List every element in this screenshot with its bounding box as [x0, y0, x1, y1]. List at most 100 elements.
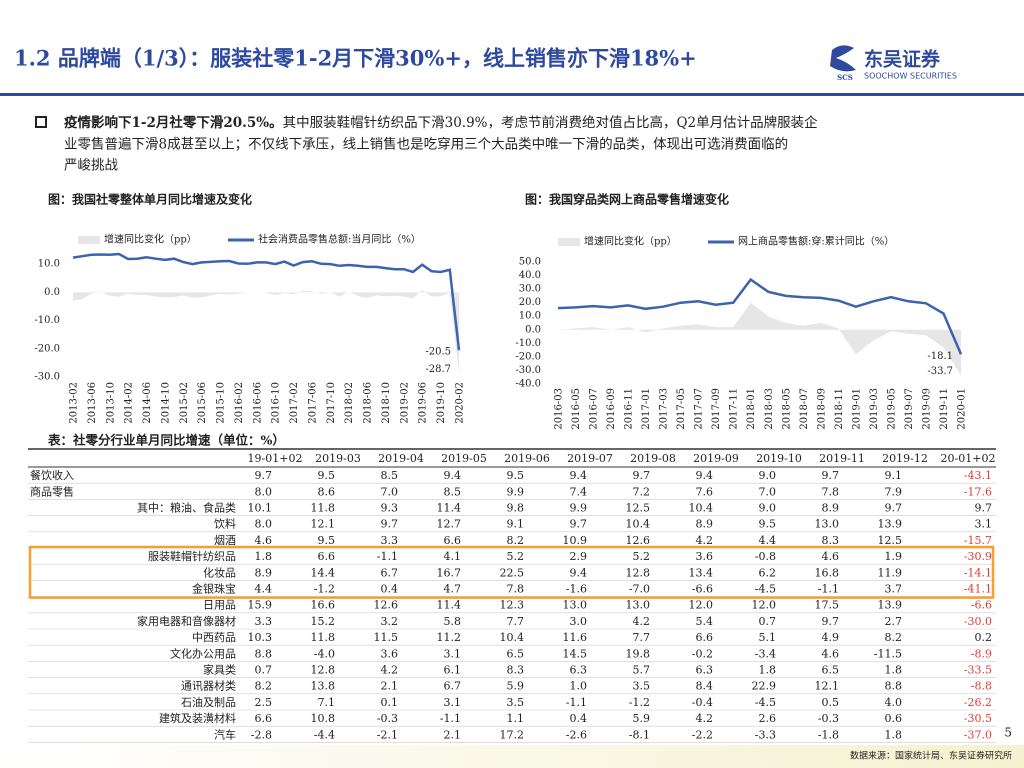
table-cell: 3.1	[975, 518, 993, 531]
table-cell: 2.7	[885, 615, 903, 628]
legend-label: 网上商品零售额:穿:累计同比（%）	[738, 235, 894, 248]
table-cell: 0.4	[381, 583, 399, 596]
table-cell: 8.2	[255, 680, 273, 693]
table-cell: 7.6	[696, 485, 714, 498]
table-cell: 9.0	[759, 469, 777, 482]
table-cell: 2.1	[381, 680, 399, 693]
x-tick-label: 2018-06	[363, 382, 374, 424]
table-cell: 4.4	[255, 583, 273, 596]
y-tick-label: 0.0	[44, 287, 60, 298]
logo-name: 东吴证券	[864, 48, 941, 71]
table-cell: 11.8	[311, 502, 336, 515]
table-cell: -4.4	[314, 728, 335, 741]
table-cell: 0.6	[885, 712, 903, 725]
table-cell: 11.5	[374, 631, 399, 644]
legend-label: 增速同比变化（pp）	[584, 235, 677, 248]
row-label: 服装鞋帽针纺织品	[148, 549, 236, 563]
x-tick-label: 2017-03	[659, 388, 670, 430]
table-cell: 8.8	[885, 680, 903, 693]
slide-title: 1.2 品牌端（1/3）：服装社零1-2月下滑30%+，线上销售亦下滑18%+	[14, 46, 697, 71]
column-header: 2019-12	[882, 452, 928, 465]
table-cell: 4.7	[444, 583, 462, 596]
table-cell: 8.9	[822, 502, 840, 515]
x-tick-label: 2016-02	[234, 382, 245, 424]
y-tick-label: 50.0	[519, 257, 541, 268]
table-cell: 8.5	[381, 469, 399, 482]
x-tick-label: 2019-07	[904, 388, 915, 430]
table-cell: -3.4	[755, 647, 776, 660]
table-cell: 10.4	[689, 502, 714, 515]
row-label: 其中：粮油、食品类	[137, 501, 236, 515]
table-cell: -4.5	[755, 583, 776, 596]
table-cell: 3.2	[381, 615, 399, 628]
table-cell: 6.3	[696, 664, 714, 677]
table-cell: 1.8	[885, 728, 903, 741]
table-cell: 5.9	[633, 712, 651, 725]
table-cell: 6.5	[507, 647, 525, 660]
table-cell: 17.2	[500, 728, 525, 741]
table-cell: 4.2	[381, 664, 399, 677]
data-label: -20.5	[425, 347, 451, 358]
table-cell: 8.4	[696, 680, 714, 693]
line	[557, 277, 963, 355]
y-tick-label: -20.0	[515, 351, 541, 362]
table-cell: -2.2	[692, 728, 713, 741]
table-cell: 7.9	[885, 485, 903, 498]
table-cell: 4.6	[255, 534, 273, 547]
table-cell: -15.7	[964, 534, 992, 547]
x-tick-label: 2016-11	[624, 388, 635, 430]
legend-label: 社会消费品零售总额:当月同比（%）	[258, 233, 421, 246]
table-cell: 2.5	[255, 696, 273, 709]
table-cell: 4.1	[444, 550, 462, 563]
table-cell: 9.4	[696, 469, 714, 482]
table-cell: -6.6	[971, 599, 992, 612]
x-tick-label: 2014-06	[142, 382, 153, 424]
table-cell: 13.0	[815, 518, 840, 531]
table-cell: 10.8	[311, 712, 336, 725]
table-cell: 6.3	[570, 664, 588, 677]
y-tick-label: -10.0	[515, 338, 541, 349]
table-cell: 3.1	[444, 647, 462, 660]
table-cell: 12.1	[815, 680, 840, 693]
table-cell: 2.1	[444, 728, 462, 741]
table-cell: 2.6	[759, 712, 777, 725]
source: 数据来源：国家统计局、东吴证券研究所	[850, 750, 1012, 762]
y-tick-label: 40.0	[519, 270, 541, 281]
x-tick-label: 2016-06	[252, 382, 263, 424]
column-header: 2019-09	[693, 452, 739, 465]
table-cell: 9.7	[633, 469, 651, 482]
table-cell: 5.8	[444, 615, 462, 628]
table-cell: 4.9	[822, 631, 840, 644]
table-cell: 7.1	[318, 696, 336, 709]
y-tick-label: -20.0	[34, 343, 60, 354]
x-tick-label: 2015-06	[197, 382, 208, 424]
table-cell: -8.9	[971, 647, 992, 660]
y-tick-label: -40.0	[515, 379, 541, 390]
row-label: 餐饮收入	[30, 468, 74, 482]
table-cell: 8.2	[507, 534, 525, 547]
logo-mark: SCS	[837, 73, 853, 82]
bullet-line: 疫情影响下1-2月社零下滑20.5%。其中服装鞋帽针纺织品下滑30.9%，考虑节…	[64, 114, 818, 131]
table-cell: 9.7	[381, 518, 399, 531]
table-cell: 11.4	[437, 502, 462, 515]
table-cell: 9.5	[318, 534, 336, 547]
x-tick-label: 2018-03	[764, 388, 775, 430]
table-cell: 12.5	[626, 502, 651, 515]
footer-band	[0, 745, 1024, 768]
table-cell: -37.0	[964, 728, 992, 741]
table-cell: 12.5	[878, 534, 903, 547]
table-cell: -26.2	[964, 696, 992, 709]
area	[558, 302, 961, 376]
x-tick-label: 2017-10	[326, 382, 337, 424]
column-header: 2019-06	[504, 452, 550, 465]
x-tick-label: 2019-03	[869, 388, 880, 430]
table-cell: 15.2	[311, 615, 336, 628]
table-cell: 9.1	[507, 518, 525, 531]
table-cell: 13.4	[689, 566, 714, 579]
table-cell: 13.0	[626, 599, 651, 612]
chart-title: 图：我国社零整体单月同比增速及变化	[48, 192, 252, 207]
x-tick-label: 2020-02	[455, 382, 466, 424]
table-cell: 1.8	[885, 664, 903, 677]
table-cell: 0.4	[570, 712, 588, 725]
table-cell: 6.6	[696, 631, 714, 644]
